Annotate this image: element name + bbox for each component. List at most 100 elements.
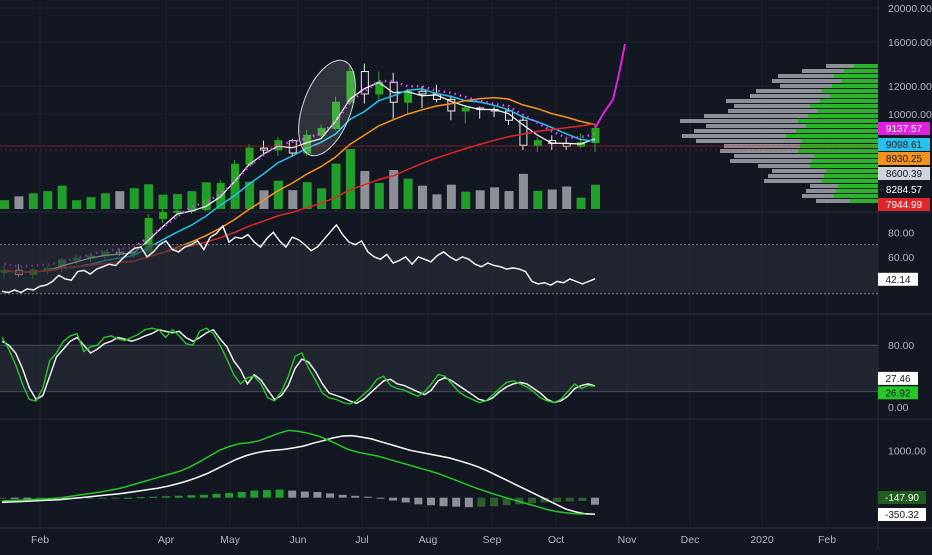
volume-bar xyxy=(158,194,168,209)
volume-profile-bar xyxy=(842,79,878,83)
volume-bar xyxy=(245,181,255,209)
macd-histogram-bar xyxy=(10,497,19,499)
volume-bar xyxy=(389,170,399,209)
stoch-k-line xyxy=(1,328,596,405)
volume-profile-bar xyxy=(802,194,834,198)
macd-histogram-bar xyxy=(452,497,461,507)
macd-histogram-bar xyxy=(401,497,410,503)
time-axis-label: Dec xyxy=(681,534,700,546)
volume-bar xyxy=(331,163,341,209)
time-axis-label: Jul xyxy=(355,534,368,546)
macd-axis-tick: 1000.00 xyxy=(888,445,926,457)
macd-histogram-bar xyxy=(351,495,360,498)
volume-profile-bar xyxy=(802,69,844,73)
macd-histogram-bar xyxy=(464,497,473,508)
volume-profile-bar xyxy=(810,104,878,108)
macd-histogram-bar xyxy=(199,494,208,498)
volume-bar xyxy=(100,193,110,209)
volume-profile-bar xyxy=(764,179,822,183)
macd-histogram-bar xyxy=(426,497,435,506)
macd-histogram-bar xyxy=(540,497,549,503)
volume-profile-bar xyxy=(850,199,878,203)
volume-profile-bar xyxy=(750,94,830,98)
macd-line xyxy=(1,434,596,516)
volume-bar xyxy=(591,184,600,209)
stoch-badge-bg xyxy=(878,386,918,400)
macd-histogram-bar xyxy=(187,495,196,498)
volume-bar xyxy=(187,191,197,209)
volume-bar xyxy=(504,191,514,209)
volume-profile-bar xyxy=(824,174,878,178)
volume-profile-bar xyxy=(808,114,878,118)
volume-profile-bar xyxy=(796,129,878,133)
macd-histogram-bar xyxy=(389,497,398,501)
macd-histogram-bar xyxy=(591,497,599,505)
price-axis-tick: 10000.00 xyxy=(888,109,932,121)
volume-profile-bar xyxy=(810,164,878,168)
volume-bar xyxy=(172,194,182,209)
candle xyxy=(418,90,427,95)
macd-signal-line xyxy=(1,429,586,516)
volume-profile-bar xyxy=(772,79,842,83)
macd-histogram-bar xyxy=(35,497,44,500)
volume-profile-bar xyxy=(822,179,878,183)
price-badge-label: 8600.39 xyxy=(886,169,923,180)
volume-profile-bar xyxy=(768,174,824,178)
volume-profile-bar xyxy=(832,84,878,88)
price-badge-label: 9098.61 xyxy=(886,140,923,151)
macd-histogram-bar xyxy=(23,497,32,500)
volume-bar xyxy=(129,188,139,209)
volume-bar xyxy=(28,193,38,209)
volume-profile-bar xyxy=(680,119,798,123)
macd-histogram-bar xyxy=(527,497,536,504)
macd-badge-label: -350.32 xyxy=(885,510,919,521)
stoch-axis-tick: 80.00 xyxy=(888,340,914,352)
volume-bar xyxy=(72,200,82,209)
price-badge-bg xyxy=(878,122,930,135)
rsi-band xyxy=(0,244,878,294)
price-badge-bg xyxy=(878,183,930,196)
macd-histogram-bar xyxy=(149,496,158,498)
volume-bar xyxy=(302,182,312,209)
price-badge-label: 8284.57 xyxy=(886,185,923,196)
volume-profile-bar xyxy=(734,154,814,158)
macd-badge-bg xyxy=(878,491,926,504)
volume-profile-bar xyxy=(696,139,802,143)
volume-bar xyxy=(230,183,240,209)
volume-profile-bar xyxy=(838,184,878,188)
volume-bar xyxy=(533,190,543,209)
volume-profile-bar xyxy=(830,94,878,98)
macd-badge-label: -147.90 xyxy=(885,493,919,504)
rsi-axis-tick: 80.00 xyxy=(888,227,914,239)
candle xyxy=(447,98,456,112)
volume-profile-bar xyxy=(806,124,878,128)
volume-profile-bar xyxy=(772,169,826,173)
volume-profile-bar xyxy=(854,64,878,68)
volume-bar xyxy=(446,184,456,209)
macd-histogram-bar xyxy=(250,490,259,498)
macd-histogram-bar xyxy=(439,497,448,507)
time-axis-label: Apr xyxy=(158,534,175,546)
volume-bar xyxy=(201,182,211,209)
time-axis-label: Oct xyxy=(548,534,564,546)
macd-histogram-bar xyxy=(124,497,133,499)
price-axis-tick: 16000.00 xyxy=(888,37,932,49)
volume-profile-bar xyxy=(798,149,878,153)
stoch-badge-label: 26.92 xyxy=(885,388,910,399)
volume-profile-bar xyxy=(810,184,838,188)
rsi-badge-label: 42.14 xyxy=(885,275,910,286)
volume-profile-bar xyxy=(820,99,878,103)
candle xyxy=(533,140,542,146)
macd-histogram-bar xyxy=(477,497,486,507)
macd-histogram-bar xyxy=(86,497,95,499)
time-axis-label: Nov xyxy=(618,534,637,546)
volume-profile-bar xyxy=(798,119,878,123)
candle xyxy=(317,127,326,136)
projection-line xyxy=(594,43,626,129)
candle xyxy=(274,140,283,151)
time-axis-label: Aug xyxy=(419,534,438,546)
price-badge-bg xyxy=(878,138,930,151)
volume-bar xyxy=(43,191,53,209)
